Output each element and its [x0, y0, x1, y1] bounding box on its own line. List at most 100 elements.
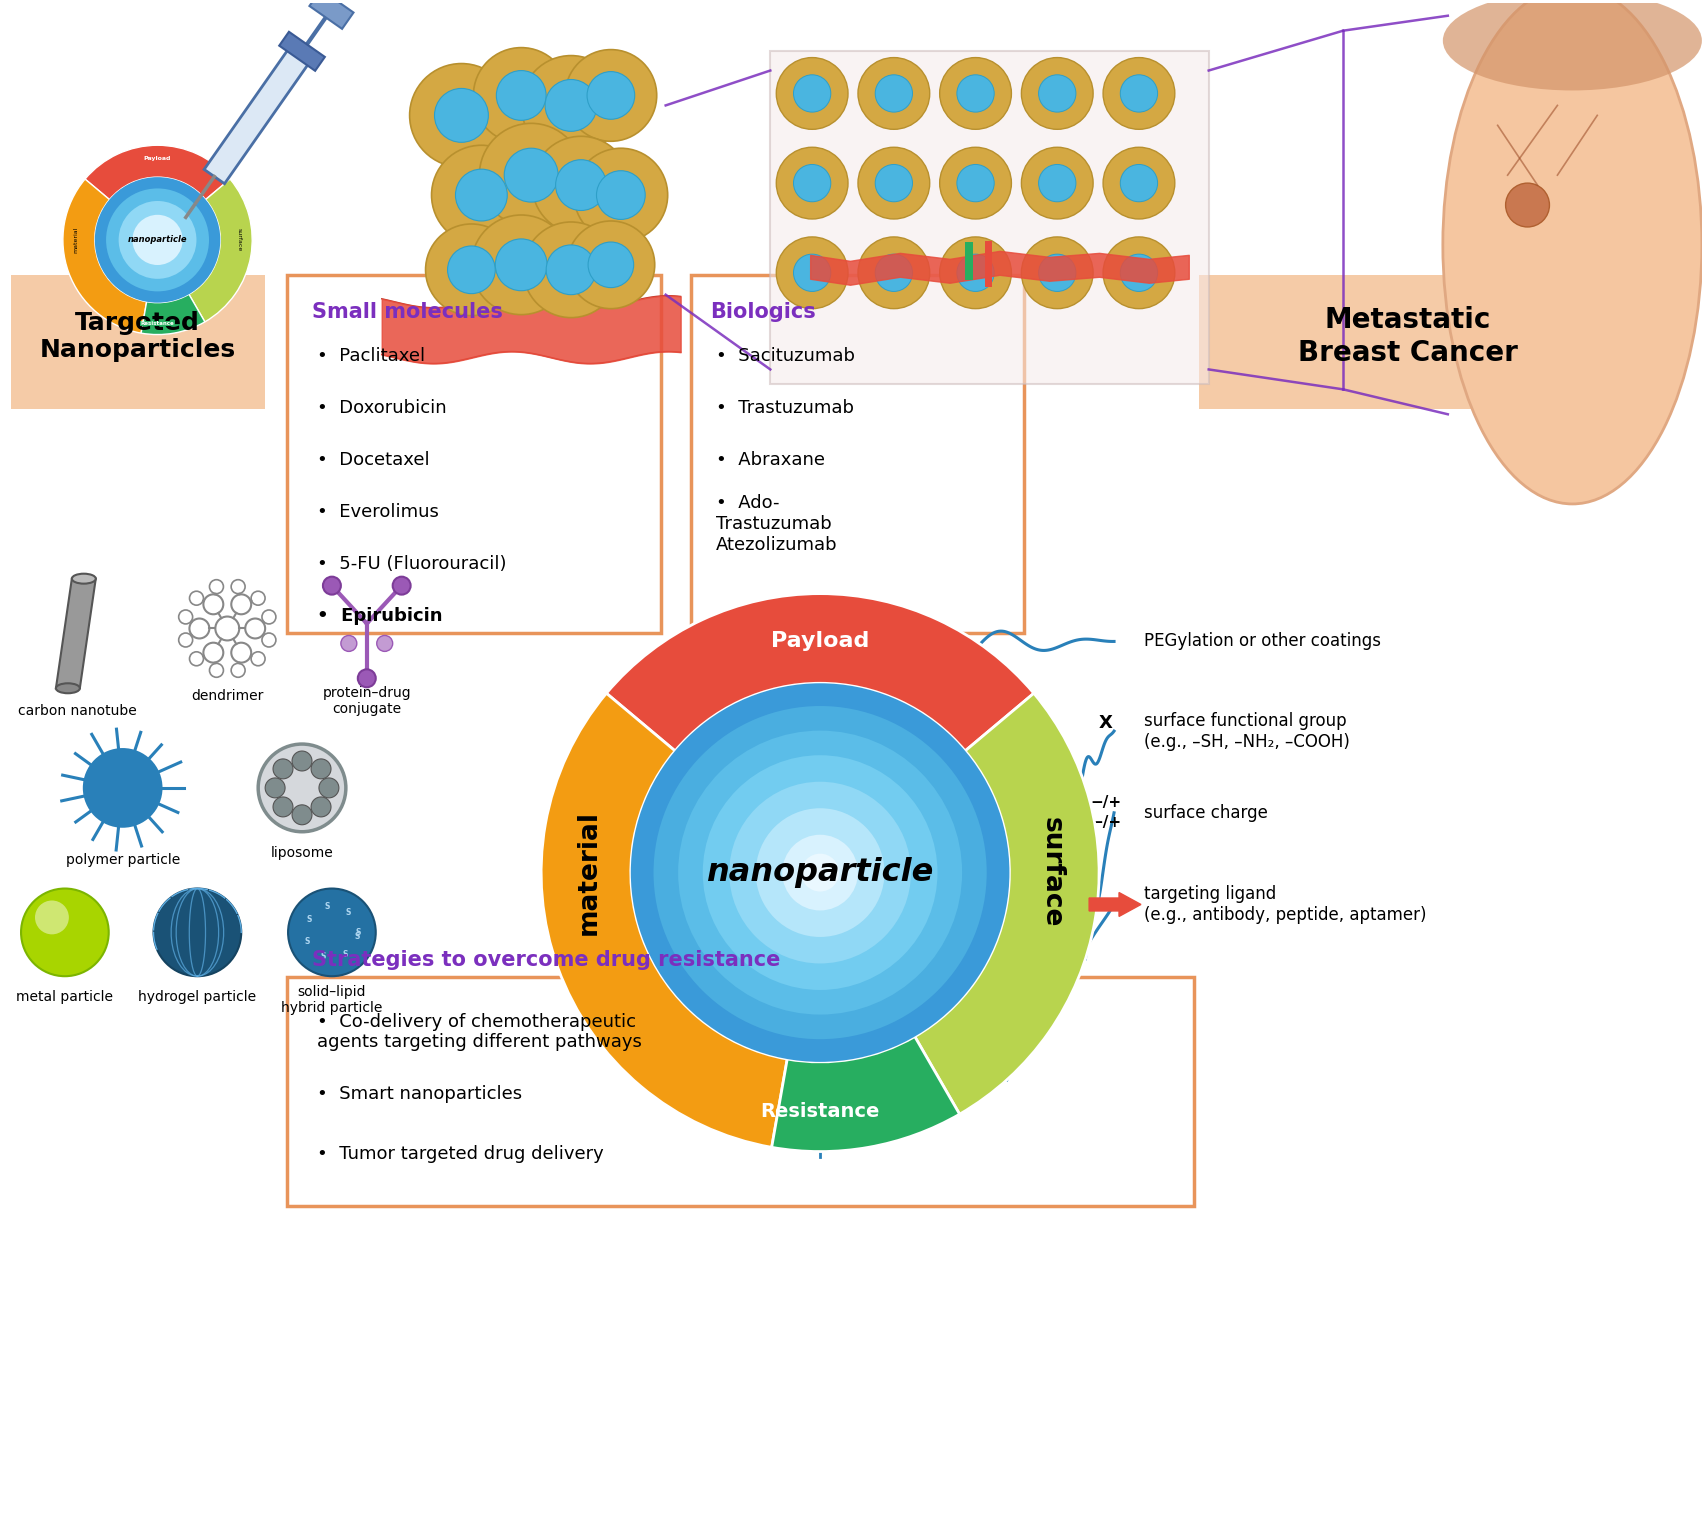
Circle shape	[409, 64, 513, 168]
Text: Resistance: Resistance	[142, 321, 174, 326]
Text: S: S	[355, 928, 360, 937]
Text: S: S	[355, 932, 360, 941]
Text: S: S	[321, 952, 326, 961]
Circle shape	[875, 164, 912, 201]
Circle shape	[858, 58, 929, 129]
Text: −/+: −/+	[1091, 795, 1122, 810]
FancyArrow shape	[1089, 892, 1141, 917]
Bar	[984, 241, 992, 286]
Circle shape	[957, 254, 994, 291]
Ellipse shape	[1442, 0, 1702, 90]
Circle shape	[588, 242, 634, 288]
Text: •  Doxorubicin: • Doxorubicin	[317, 399, 447, 417]
Circle shape	[36, 900, 68, 935]
Circle shape	[377, 635, 392, 652]
Circle shape	[522, 55, 621, 155]
Circle shape	[546, 79, 597, 131]
Circle shape	[1120, 164, 1158, 201]
Text: S: S	[343, 950, 348, 959]
Circle shape	[455, 169, 508, 221]
Text: Biologics: Biologics	[711, 302, 817, 321]
FancyBboxPatch shape	[1199, 274, 1618, 410]
Ellipse shape	[56, 684, 80, 693]
Circle shape	[257, 745, 346, 832]
Circle shape	[319, 778, 339, 798]
FancyBboxPatch shape	[740, 1089, 900, 1135]
Circle shape	[496, 239, 547, 291]
Circle shape	[679, 731, 962, 1014]
Circle shape	[106, 189, 210, 291]
Text: S: S	[305, 937, 310, 946]
Circle shape	[801, 854, 839, 891]
Circle shape	[1103, 238, 1175, 309]
Circle shape	[523, 222, 619, 318]
Text: polymer particle: polymer particle	[65, 853, 179, 867]
Text: PEGylation or other coatings: PEGylation or other coatings	[1144, 632, 1381, 650]
Circle shape	[133, 215, 182, 265]
Circle shape	[1038, 164, 1076, 201]
Circle shape	[1120, 75, 1158, 113]
Circle shape	[939, 58, 1011, 129]
Text: •  Docetaxel: • Docetaxel	[317, 451, 430, 469]
Circle shape	[341, 635, 356, 652]
Circle shape	[532, 136, 629, 235]
Circle shape	[474, 47, 569, 143]
Circle shape	[793, 254, 830, 291]
Circle shape	[435, 88, 488, 142]
FancyBboxPatch shape	[748, 615, 892, 664]
Wedge shape	[916, 693, 1100, 1115]
Circle shape	[875, 254, 912, 291]
Text: •  Ado-
Trastuzumab
Atezolizumab: • Ado- Trastuzumab Atezolizumab	[716, 493, 837, 554]
Circle shape	[568, 221, 655, 309]
Circle shape	[310, 797, 331, 816]
Text: •  Smart nanoparticles: • Smart nanoparticles	[317, 1084, 522, 1103]
FancyBboxPatch shape	[691, 274, 1025, 634]
Text: Payload: Payload	[771, 632, 870, 652]
Circle shape	[448, 247, 494, 294]
Polygon shape	[280, 32, 326, 70]
Polygon shape	[309, 0, 353, 29]
Polygon shape	[205, 47, 310, 184]
Circle shape	[1021, 238, 1093, 309]
Circle shape	[1120, 254, 1158, 291]
Circle shape	[292, 804, 312, 825]
Text: targeting ligand
(e.g., antibody, peptide, aptamer): targeting ligand (e.g., antibody, peptid…	[1144, 885, 1427, 924]
Text: •  Trastuzumab: • Trastuzumab	[716, 399, 854, 417]
Circle shape	[84, 748, 162, 829]
FancyBboxPatch shape	[771, 50, 1209, 384]
Circle shape	[431, 145, 532, 245]
Text: material: material	[576, 810, 602, 935]
Text: •  Abraxane: • Abraxane	[716, 451, 825, 469]
Circle shape	[273, 797, 293, 816]
Circle shape	[392, 577, 411, 594]
Circle shape	[556, 160, 607, 210]
Circle shape	[95, 177, 220, 303]
Text: •  5-FU (Fluorouracil): • 5-FU (Fluorouracil)	[317, 554, 506, 573]
Circle shape	[1103, 58, 1175, 129]
Circle shape	[546, 245, 597, 294]
Circle shape	[288, 888, 375, 976]
Circle shape	[358, 669, 375, 687]
Wedge shape	[142, 294, 205, 335]
Circle shape	[702, 755, 938, 990]
Circle shape	[783, 835, 858, 911]
Circle shape	[957, 164, 994, 201]
Text: S: S	[324, 902, 331, 911]
Circle shape	[730, 781, 910, 964]
Circle shape	[273, 758, 293, 778]
Text: •  Tumor targeted drug delivery: • Tumor targeted drug delivery	[317, 1145, 604, 1162]
Circle shape	[793, 164, 830, 201]
Bar	[965, 242, 972, 280]
Circle shape	[1103, 148, 1175, 219]
Circle shape	[292, 751, 312, 771]
Circle shape	[653, 707, 987, 1039]
Text: S: S	[346, 908, 351, 917]
Circle shape	[310, 758, 331, 778]
Circle shape	[471, 215, 571, 315]
Circle shape	[587, 72, 634, 119]
Text: surface: surface	[237, 228, 242, 251]
Circle shape	[426, 224, 517, 315]
Ellipse shape	[72, 574, 95, 583]
Text: hydrogel particle: hydrogel particle	[138, 990, 256, 1004]
Wedge shape	[607, 594, 1033, 751]
